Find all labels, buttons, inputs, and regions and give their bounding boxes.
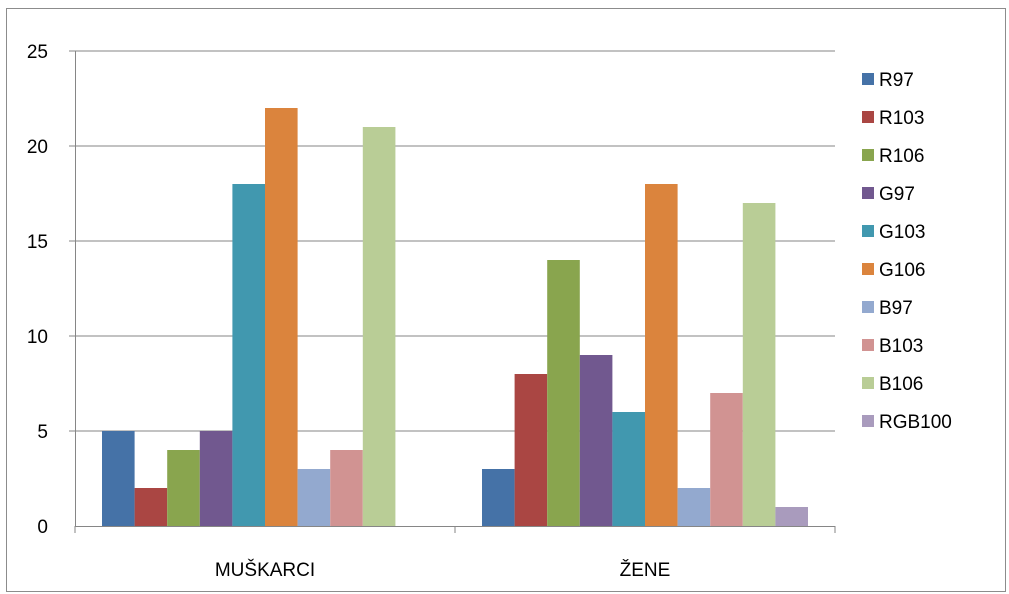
x-category-label: MUŠKARCI <box>215 559 315 581</box>
legend-swatch <box>862 111 874 123</box>
y-tick-label: 0 <box>37 517 48 538</box>
y-tick-label: 15 <box>27 232 48 253</box>
legend-swatch <box>862 263 874 275</box>
bar <box>482 469 515 526</box>
legend-label: G106 <box>879 260 925 281</box>
legend-swatch <box>862 415 874 427</box>
x-category-label: ŽENE <box>620 559 671 581</box>
legend-swatch <box>862 149 874 161</box>
bar <box>710 393 743 526</box>
gridlines <box>69 50 835 432</box>
bar <box>742 203 776 526</box>
legend-label: R103 <box>879 108 924 129</box>
legend-label: RGB100 <box>879 412 952 433</box>
bar <box>579 355 613 526</box>
bar <box>134 488 168 526</box>
y-tick-label: 5 <box>37 422 48 443</box>
legend-label: B103 <box>879 336 923 357</box>
legend-label: R97 <box>879 70 914 91</box>
legend-label: G103 <box>879 222 925 243</box>
y-tick-label: 10 <box>27 327 48 348</box>
legend-label: B97 <box>879 298 913 319</box>
legend-swatch <box>862 377 874 389</box>
y-tick-label: 20 <box>27 137 48 158</box>
bar <box>330 450 363 526</box>
bar <box>232 184 265 526</box>
bar <box>645 184 678 526</box>
legend-swatch <box>862 339 874 351</box>
y-tick-label: 25 <box>27 42 48 63</box>
bars <box>102 108 808 526</box>
legend-swatch <box>862 225 874 237</box>
axes <box>74 51 836 533</box>
legend-swatch <box>862 301 874 313</box>
bar <box>677 488 711 526</box>
legend-swatch <box>862 187 874 199</box>
bar <box>297 469 331 526</box>
legend-label: R106 <box>879 146 924 167</box>
bar <box>547 260 580 526</box>
bar <box>199 431 233 526</box>
axis-labels: 0 5 10 15 20 25 MUŠKARCI ŽENE <box>27 42 670 581</box>
bar <box>167 450 200 526</box>
bar <box>514 374 548 526</box>
bar <box>102 431 135 526</box>
bar <box>612 412 645 526</box>
legend-label: B106 <box>879 374 923 395</box>
legend-swatch <box>862 73 874 85</box>
legend: R97 R103 R106 G97 G103 G106 B97 B103 B106 RGB100 <box>862 70 952 433</box>
bar <box>775 507 808 526</box>
legend-label: G97 <box>879 184 915 205</box>
bar <box>265 108 298 526</box>
bar <box>362 127 396 526</box>
